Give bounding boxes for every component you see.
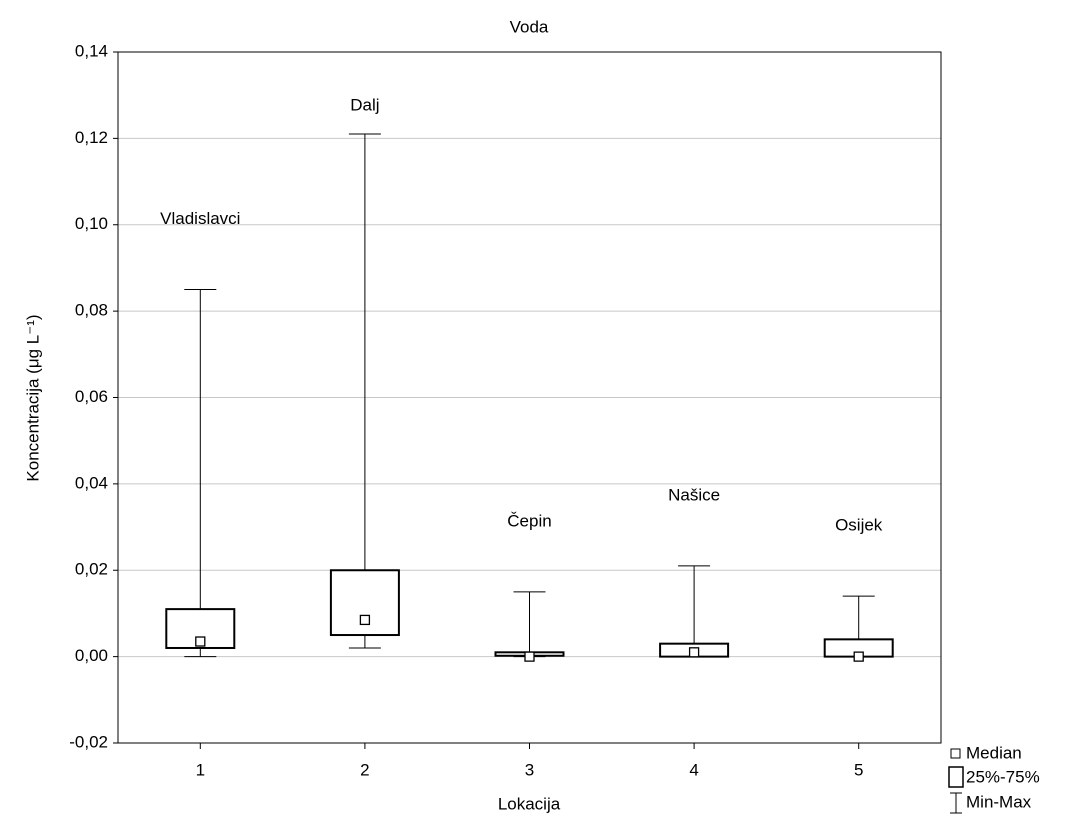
x-tick-label: 3 — [525, 760, 534, 779]
annotation: Čepin — [507, 511, 551, 530]
y-tick-label: 0,00 — [75, 646, 108, 665]
y-tick-label: -0,02 — [69, 732, 108, 751]
median — [195, 636, 206, 647]
chart-title: Voda — [510, 17, 549, 36]
y-tick-label: 0,12 — [75, 128, 108, 147]
y-tick-label: 0,10 — [75, 214, 108, 233]
y-tick-label: 0,02 — [75, 560, 108, 579]
annotation: Dalj — [350, 96, 379, 115]
legend-label: 25%-75% — [966, 767, 1040, 786]
median — [359, 614, 371, 626]
box — [329, 569, 400, 637]
annotation: Vladislavci — [160, 209, 240, 228]
x-axis-label: Lokacija — [498, 794, 561, 813]
y-tick-label: 0,06 — [75, 387, 108, 406]
x-tick-label: 5 — [854, 760, 863, 779]
legend-label: Median — [966, 743, 1022, 762]
legend-box-icon — [948, 766, 964, 788]
y-tick-label: 0,08 — [75, 301, 108, 320]
legend-median-icon — [950, 748, 961, 759]
y-tick-label: 0,14 — [75, 41, 108, 60]
annotation: Našice — [668, 485, 720, 504]
x-tick-label: 4 — [689, 760, 698, 779]
median — [524, 651, 535, 662]
y-tick-label: 0,04 — [75, 473, 108, 492]
x-tick-label: 1 — [196, 760, 205, 779]
median — [688, 647, 700, 658]
annotation: Osijek — [835, 516, 883, 535]
median — [853, 651, 864, 662]
x-tick-label: 2 — [360, 760, 369, 779]
legend-label: Min-Max — [966, 792, 1032, 811]
y-axis-label: Koncentracija (μg L⁻¹) — [23, 314, 42, 481]
